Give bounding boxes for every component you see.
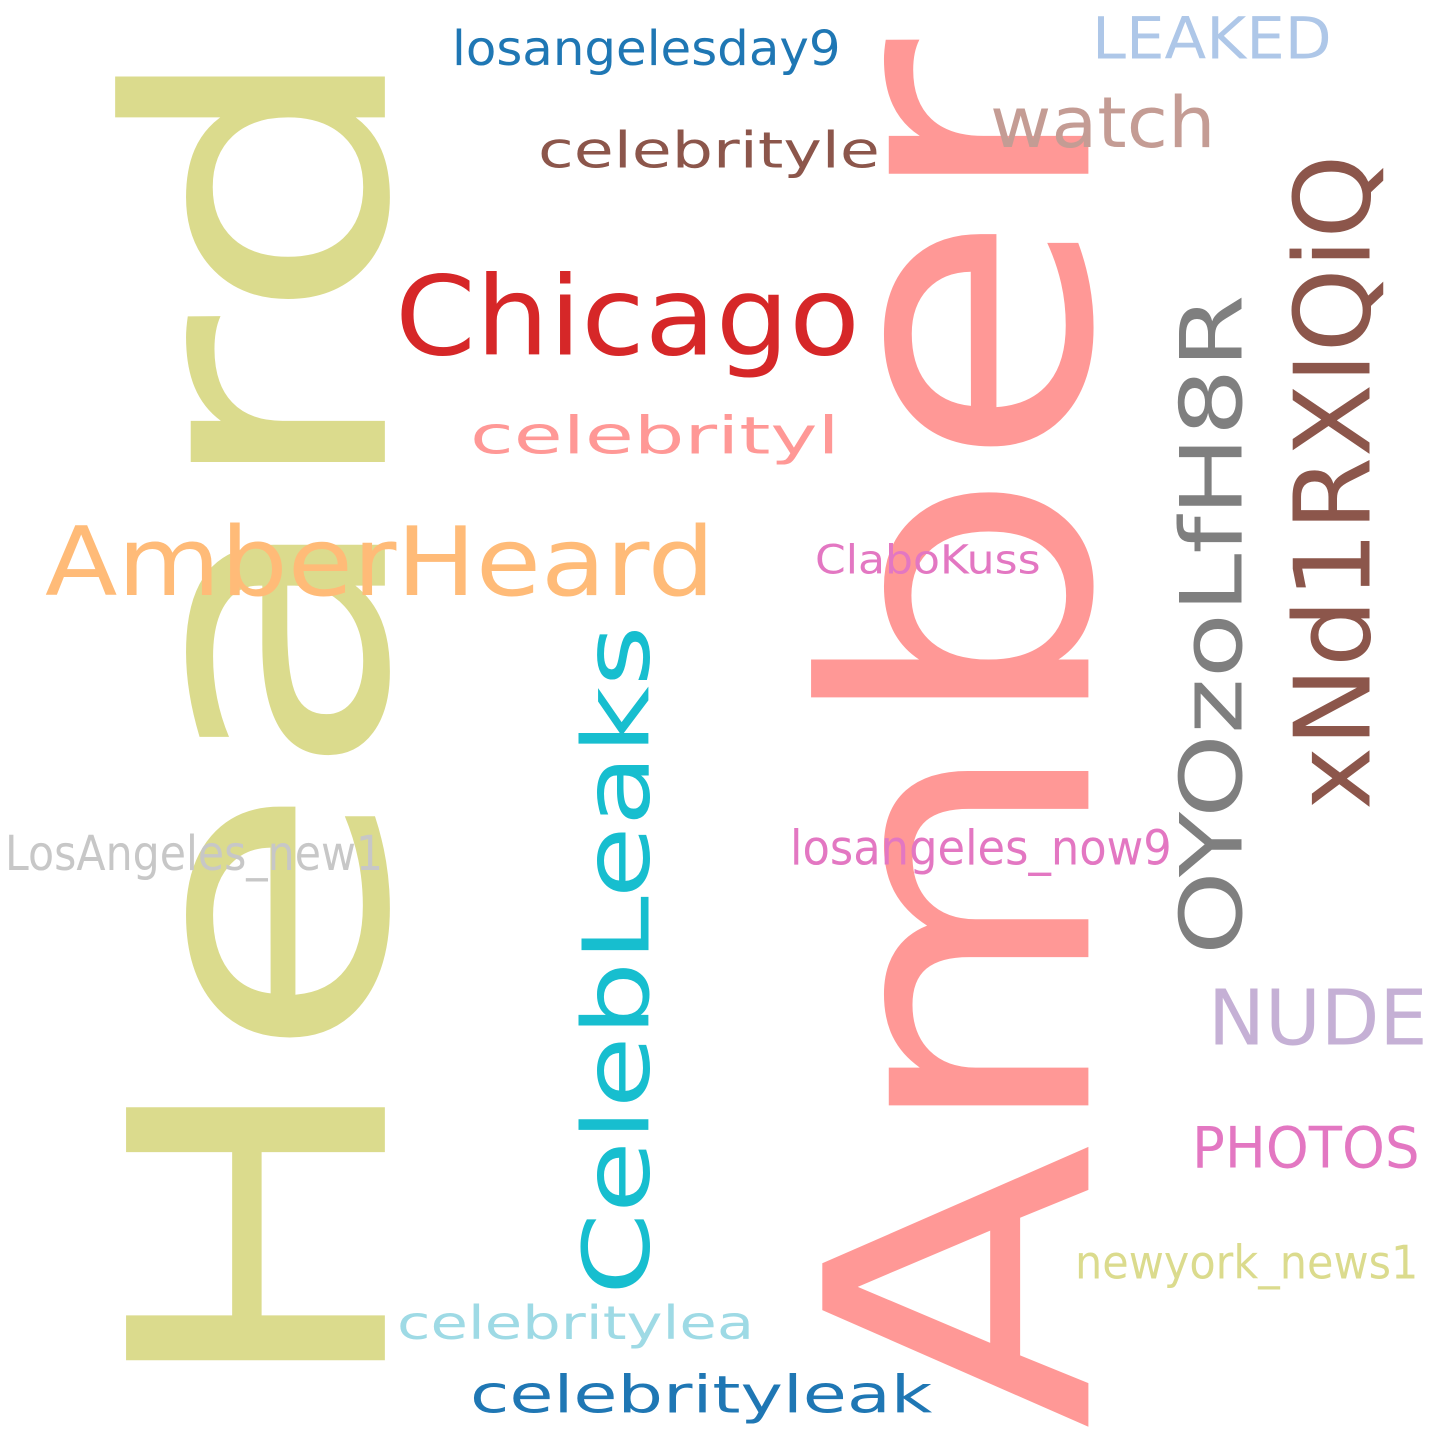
- word-celebleaks: CelebLeaks: [563, 625, 672, 1295]
- word-amber: Amber: [749, 39, 1175, 1430]
- word-xnd1rxiqiq: xNd1RXIQiQ: [1272, 154, 1396, 810]
- word-clabokuss: ClaboKuss: [815, 536, 1041, 584]
- word-watch: watch: [990, 82, 1216, 164]
- word-celebritylea: celebritylea: [397, 1296, 755, 1350]
- word-celebrityl: celebrityl: [470, 405, 840, 466]
- word-oyozolfh8r: OYOzoLfH8R: [1162, 294, 1263, 955]
- word-celebrityle: celebrityle: [538, 120, 880, 180]
- word-photos: PHOTOS: [1192, 1115, 1420, 1182]
- word-leaked: LEAKED: [1092, 4, 1332, 73]
- word-nude: NUDE: [1208, 973, 1428, 1063]
- word-heard: Heard: [55, 35, 469, 1405]
- word-chicago: Chicago: [395, 252, 860, 381]
- word-amberheard: AmberHeard: [45, 506, 715, 618]
- word-newyork-news1: newyork_news1: [1075, 1235, 1419, 1290]
- word-losangeles-new1: LosAngeles_new1: [5, 825, 384, 882]
- word-losangeles-now9: losangeles_now9: [790, 821, 1172, 877]
- word-celebrityleak: celebrityleak: [470, 1365, 933, 1426]
- word-losangelesday9: losangelesday9: [452, 20, 841, 77]
